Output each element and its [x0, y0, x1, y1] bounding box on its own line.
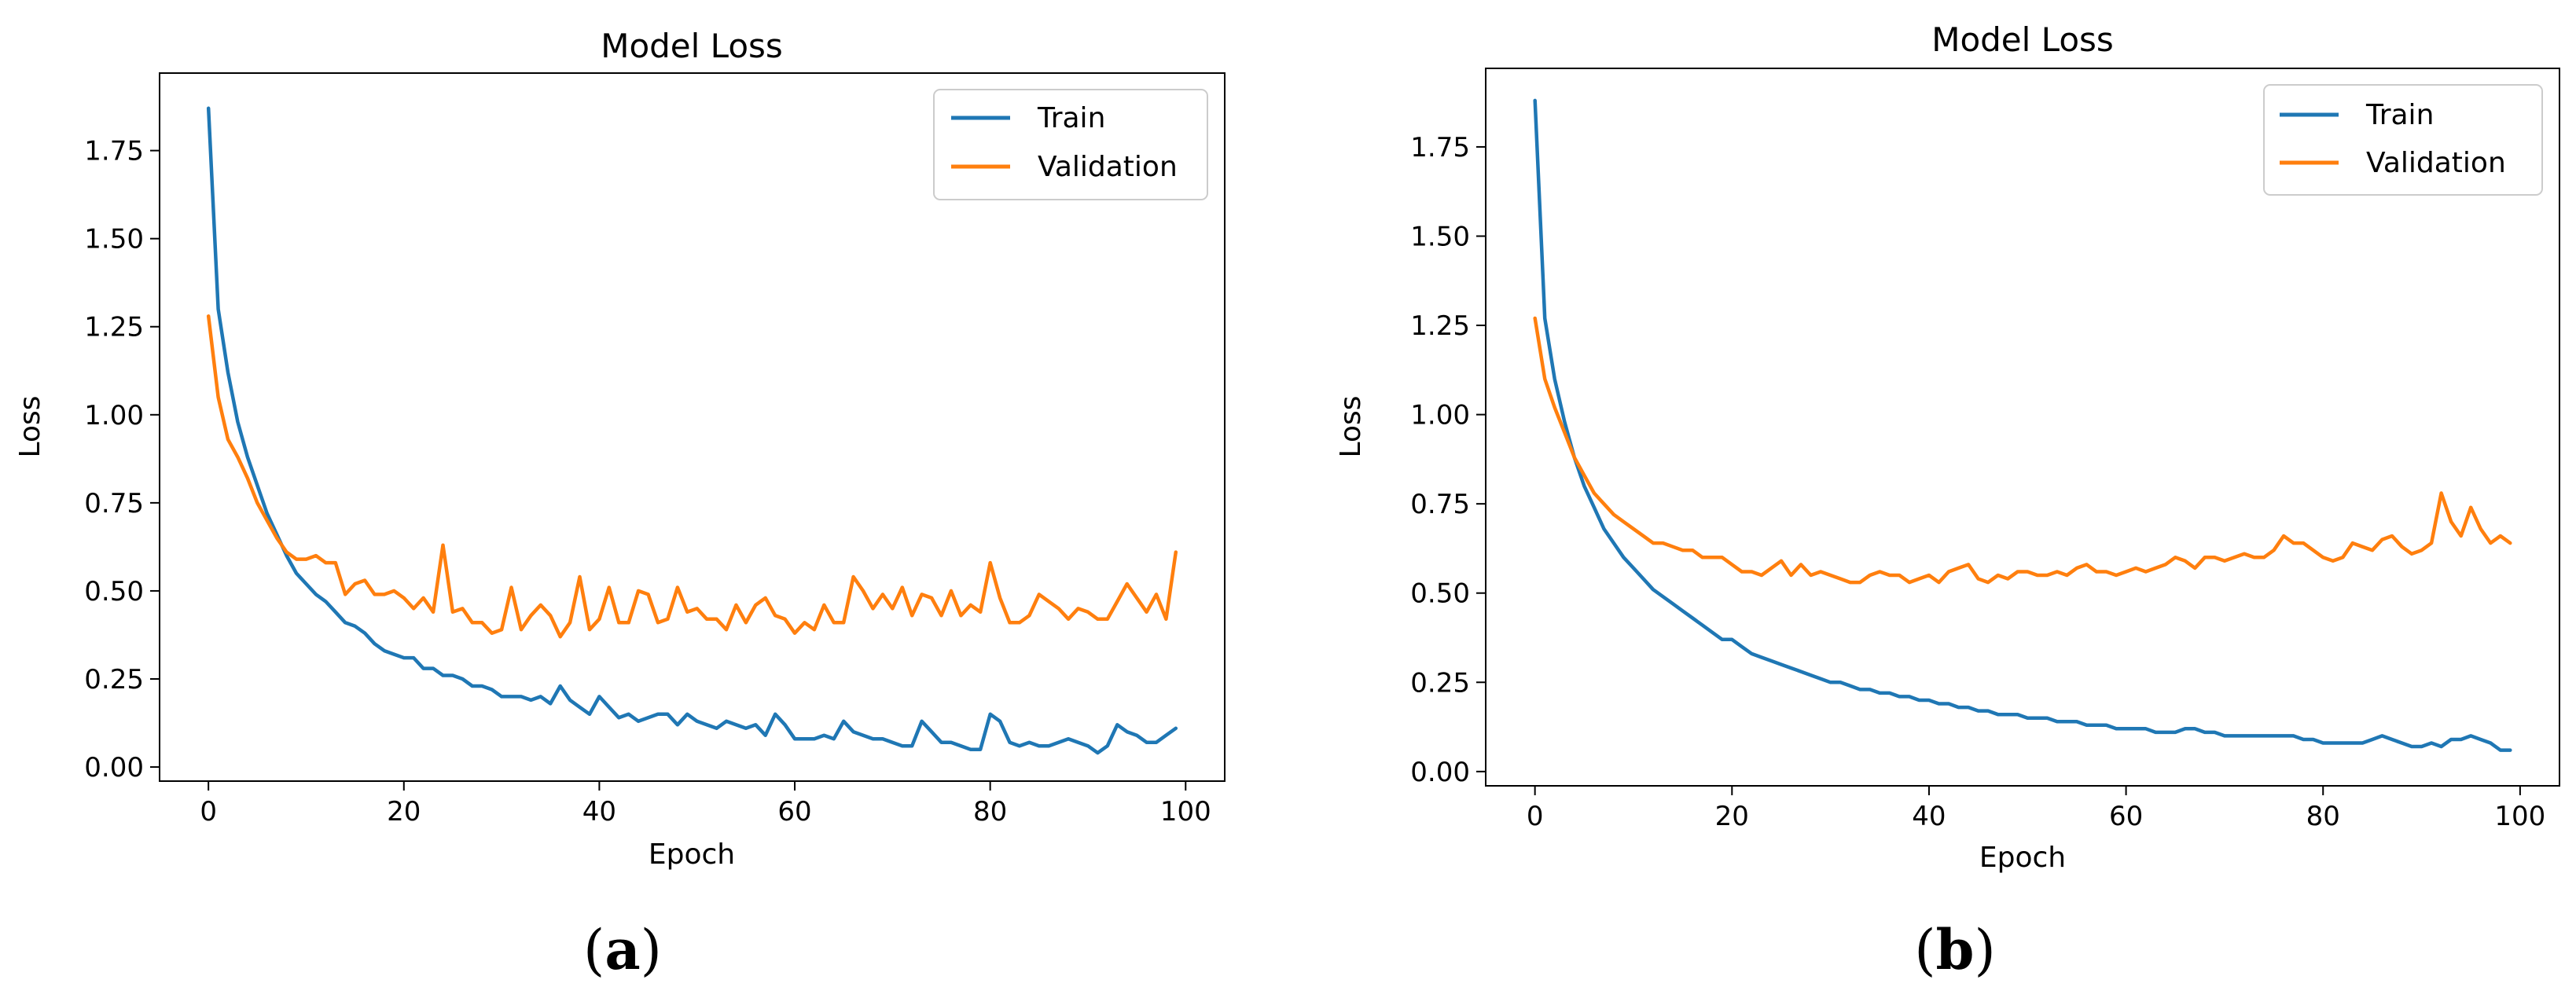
panel-a-y-tick-label: 1.50: [84, 224, 144, 255]
panel-a-x-tick-label: 80: [973, 796, 1007, 827]
panel-b-y-tick-label: 0.25: [1410, 667, 1470, 699]
panel-b-x-tick-label: 100: [2494, 801, 2545, 832]
panel-b-legend-box: [2263, 84, 2543, 196]
panel-a-y-tick-label: 0.75: [84, 488, 144, 519]
panel-a-y-axis-label: Loss: [14, 396, 46, 458]
panel-a-legend-train-label: Train: [1037, 102, 1105, 134]
panel-a-legend-validation-label: Validation: [1038, 151, 1178, 183]
panel-b-legend-validation-label: Validation: [2366, 147, 2506, 179]
panel-b-x-tick-label: 40: [1912, 801, 1946, 832]
panel-b-x-tick-label: 80: [2306, 801, 2340, 832]
panel-b-y-tick-label: 0.50: [1410, 578, 1470, 610]
panel-a-x-tick-label: 40: [582, 796, 616, 827]
panel-a-x-axis-label: Epoch: [649, 838, 735, 871]
panel-b-x-tick-label: 0: [1527, 801, 1544, 832]
panel-b-y-tick-label: 0.00: [1410, 757, 1470, 788]
panel-b-y-tick-label: 1.75: [1410, 132, 1470, 163]
panel-b-y-tick-label: 1.00: [1410, 400, 1470, 431]
panel-a-x-tick-label: 20: [387, 796, 421, 827]
panel-b-axes-frame: [1485, 68, 2560, 787]
panel-a-x-tick-label: 100: [1160, 796, 1211, 827]
panel-b-y-tick-label: 1.50: [1410, 221, 1470, 252]
panel-a-series-train-line: [206, 106, 1178, 755]
panel-a-caption: (a): [583, 917, 662, 982]
panel-a: 0 20 40 60 80 100 0.00 0.25 0.50 0.75 1.00 1.25 1.50…: [14, 27, 1226, 982]
panel-a-y-tick-label: 0.50: [84, 576, 144, 607]
panel-a-y-tick-label: 1.00: [84, 400, 144, 431]
panel-b-x-tick-label: 60: [2109, 801, 2143, 832]
panel-a-caption-letter: a: [604, 917, 640, 982]
panel-b-y-tick-label: 0.75: [1410, 489, 1470, 520]
panel-a-title: Model Loss: [601, 27, 783, 65]
panel-a-y-tick-label: 1.25: [84, 312, 144, 343]
panel-a-legend: Train Validation: [933, 89, 1208, 200]
panel-b-x-axis-label: Epoch: [1979, 842, 2066, 874]
panel-b-x-tick-label: 20: [1715, 801, 1749, 832]
panel-b-title: Model Loss: [1931, 20, 2114, 59]
panel-a-axes-frame: [159, 72, 1226, 782]
panel-a-y-tick-label: 1.75: [84, 136, 144, 167]
panel-a-x-tick-label: 60: [777, 796, 811, 827]
panel-b-legend: Train Validation: [2263, 84, 2543, 196]
panel-b-series-validation-line: [1533, 316, 2512, 585]
panel-b-series-train-line: [1533, 98, 2512, 752]
panel-b-y-tick-label: 1.25: [1410, 310, 1470, 342]
panel-b: 0 20 40 60 80 100 0.00 0.25 0.50 0.75 1.00 1.25 1.50…: [1335, 20, 2560, 982]
panel-a-y-tick-label: 0.25: [84, 664, 144, 695]
panel-b-y-axis-label: Loss: [1335, 396, 1367, 458]
panel-a-x-tick-label: 0: [200, 796, 217, 827]
panel-a-y-tick-label: 0.00: [84, 752, 144, 783]
panel-a-series-validation-line: [206, 314, 1178, 639]
panel-b-legend-train-label: Train: [2365, 99, 2434, 131]
panel-b-caption: (b): [1914, 917, 1996, 982]
panel-b-caption-letter: b: [1936, 917, 1975, 982]
